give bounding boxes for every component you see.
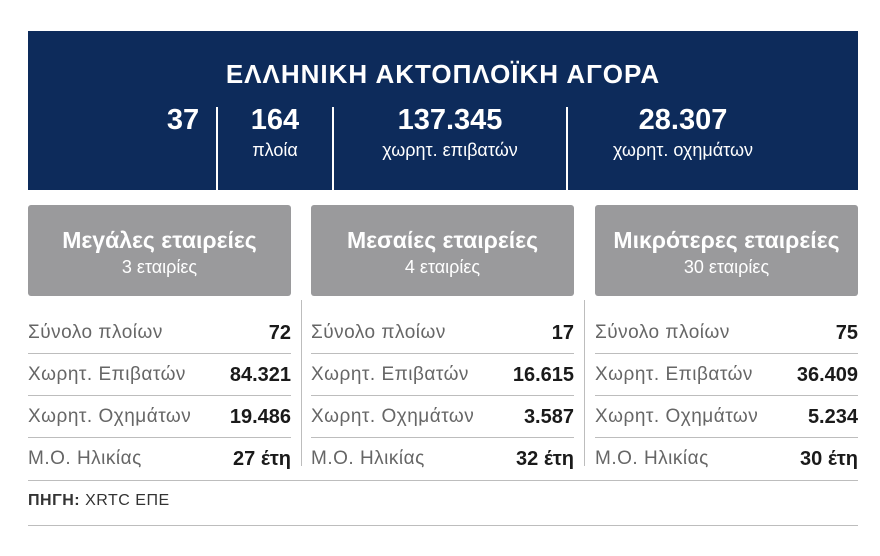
row-label: Χωρητ. Οχημάτων bbox=[311, 406, 475, 427]
row-value: 30 έτη bbox=[800, 447, 858, 470]
row-separator bbox=[595, 353, 858, 354]
row-value: 5.234 bbox=[807, 405, 858, 428]
table-row: Σύνολο πλοίων 72 bbox=[28, 312, 291, 354]
category-medium: Μεσαίες εταιρείες 4 εταιρίες bbox=[311, 205, 574, 296]
row-separator bbox=[311, 353, 574, 354]
row-separator bbox=[311, 437, 574, 438]
row-label: Σύνολο πλοίων bbox=[595, 322, 730, 343]
row-separator bbox=[595, 437, 858, 438]
row-separator bbox=[28, 437, 291, 438]
table-row: Μ.Ο. Ηλικίας 27 έτη bbox=[28, 438, 291, 480]
row-value: 32 έτη bbox=[516, 447, 574, 470]
stat-divider bbox=[566, 107, 568, 190]
row-label: Σύνολο πλοίων bbox=[28, 322, 163, 343]
stat-divider bbox=[216, 107, 218, 190]
footer-rule bbox=[28, 525, 858, 526]
category-title: Μεγάλες εταιρείες bbox=[62, 227, 257, 253]
table-row: Χωρητ. Επιβατών 16.615 bbox=[311, 354, 574, 396]
row-value: 3.587 bbox=[523, 405, 574, 428]
category-title: Μεσαίες εταιρείες bbox=[346, 227, 539, 253]
row-label: Χωρητ. Οχημάτων bbox=[28, 406, 192, 427]
row-value: 27 έτη bbox=[233, 447, 291, 470]
table-row: Μ.Ο. Ηλικίας 30 έτη bbox=[595, 438, 858, 480]
row-label: Χωρητ. Επιβατών bbox=[28, 364, 186, 385]
row-value: 17 bbox=[551, 321, 574, 344]
row-label: Χωρητ. Επιβατών bbox=[595, 364, 753, 385]
row-value: 16.615 bbox=[512, 363, 574, 386]
category-subtitle: 3 εταιρίες bbox=[121, 257, 198, 277]
row-label: Μ.Ο. Ηλικίας bbox=[595, 448, 709, 469]
stat-passengers: 137.345 χωρητ. επιβατών bbox=[334, 103, 566, 161]
row-label: Μ.Ο. Ηλικίας bbox=[311, 448, 425, 469]
row-value: 72 bbox=[268, 321, 291, 344]
row-label: Χωρητ. Οχημάτων bbox=[595, 406, 759, 427]
row-value: 84.321 bbox=[229, 363, 291, 386]
column-divider bbox=[584, 300, 585, 466]
category-subtitle: 4 εταιρίες bbox=[404, 257, 481, 277]
stat-value: 37 bbox=[166, 104, 200, 136]
row-label: Σύνολο πλοίων bbox=[311, 322, 446, 343]
source-label: ΠΗΓΗ: bbox=[28, 492, 81, 509]
stat-label: πλοία bbox=[252, 140, 298, 160]
row-value: 75 bbox=[835, 321, 858, 344]
banner-title: ΕΛΛΗΝΙΚΗ ΑΚΤΟΠΛΟΪΚΗ ΑΓΟΡΑ bbox=[225, 59, 661, 89]
table-row: Χωρητ. Επιβατών 84.321 bbox=[28, 354, 291, 396]
row-separator bbox=[28, 353, 291, 354]
stat-label: χωρητ. επιβατών bbox=[382, 140, 518, 160]
table-row: Χωρητ. Οχημάτων 3.587 bbox=[311, 396, 574, 438]
row-separator bbox=[595, 395, 858, 396]
stat-divider bbox=[332, 107, 334, 190]
stat-value: 28.307 bbox=[638, 104, 728, 136]
table-row: Σύνολο πλοίων 17 bbox=[311, 312, 574, 354]
table-row: Χωρητ. Οχημάτων 5.234 bbox=[595, 396, 858, 438]
table-row: Σύνολο πλοίων 75 bbox=[595, 312, 858, 354]
stat-companies: 37 bbox=[123, 103, 243, 139]
column-divider bbox=[301, 300, 302, 466]
row-value: 36.409 bbox=[796, 363, 858, 386]
source-text: XRTC ΕΠΕ bbox=[85, 492, 170, 509]
row-separator bbox=[28, 395, 291, 396]
table-row: Χωρητ. Οχημάτων 19.486 bbox=[28, 396, 291, 438]
table-row: Μ.Ο. Ηλικίας 32 έτη bbox=[311, 438, 574, 480]
stat-ships: 164 πλοία bbox=[218, 103, 332, 161]
category-subtitle: 30 εταιρίες bbox=[683, 257, 770, 277]
table-bottom-rule bbox=[28, 480, 858, 481]
category-large: Μεγάλες εταιρείες 3 εταιρίες bbox=[28, 205, 291, 296]
row-value: 19.486 bbox=[229, 405, 291, 428]
category-title: Μικρότερες εταιρείες bbox=[613, 227, 840, 253]
stat-value: 137.345 bbox=[397, 104, 503, 136]
category-small: Μικρότερες εταιρείες 30 εταιρίες bbox=[595, 205, 858, 296]
source-note: ΠΗΓΗ: XRTC ΕΠΕ bbox=[28, 492, 170, 510]
row-label: Χωρητ. Επιβατών bbox=[311, 364, 469, 385]
stat-value: 164 bbox=[250, 104, 300, 136]
stat-vehicles: 28.307 χωρητ. οχημάτων bbox=[568, 103, 798, 161]
stat-label: χωρητ. οχημάτων bbox=[612, 140, 754, 160]
row-separator bbox=[311, 395, 574, 396]
row-label: Μ.Ο. Ηλικίας bbox=[28, 448, 142, 469]
table-row: Χωρητ. Επιβατών 36.409 bbox=[595, 354, 858, 396]
summary-banner: ΕΛΛΗΝΙΚΗ ΑΚΤΟΠΛΟΪΚΗ ΑΓΟΡΑ 37 164 πλοία 1… bbox=[28, 31, 858, 190]
